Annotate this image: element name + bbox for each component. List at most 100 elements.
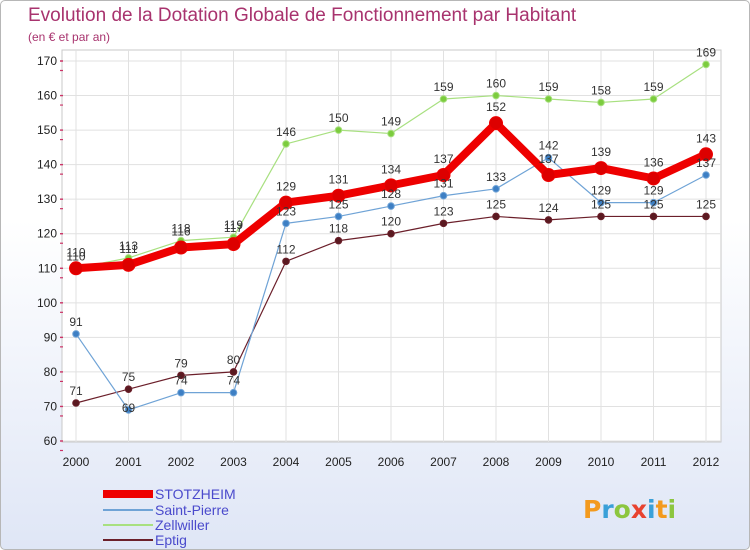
x-tick-label: 2002	[168, 455, 195, 469]
data-label: 159	[643, 80, 663, 94]
logo-letter: i	[668, 495, 677, 524]
data-label: 117	[224, 221, 243, 235]
data-point	[702, 171, 710, 179]
data-label: 143	[696, 131, 716, 145]
data-point	[72, 399, 80, 407]
data-label: 125	[591, 197, 611, 211]
data-point	[177, 388, 185, 397]
data-label: 110	[66, 249, 85, 263]
x-tick-label: 2009	[535, 455, 562, 469]
data-label: 133	[486, 170, 506, 184]
y-tick-label: 150	[37, 123, 57, 137]
data-label: 129	[276, 180, 296, 194]
data-point	[69, 261, 83, 276]
data-point	[229, 388, 238, 397]
data-label: 119	[224, 218, 243, 232]
logo-letter: r	[601, 495, 614, 524]
data-label: 111	[119, 242, 138, 256]
data-label: 125	[486, 197, 506, 211]
data-point	[174, 240, 188, 255]
x-tick-label: 2011	[641, 455, 667, 469]
data-point	[334, 212, 343, 221]
x-tick-label: 2000	[63, 455, 90, 469]
data-point	[649, 212, 658, 221]
data-label: 118	[171, 222, 190, 236]
logo-text: Proxiti	[583, 495, 676, 524]
data-label: 137	[433, 152, 453, 166]
data-point	[492, 185, 500, 193]
data-point	[439, 191, 448, 200]
y-tick-label: 100	[37, 296, 57, 310]
data-point	[331, 188, 346, 203]
data-point	[387, 229, 395, 238]
y-tick-label: 60	[44, 434, 58, 448]
legend-label: Saint-Pierre	[155, 502, 229, 518]
data-point	[702, 212, 710, 221]
data-label: 149	[381, 115, 401, 129]
data-point	[279, 195, 293, 210]
x-tick-label: 2012	[693, 455, 720, 469]
y-tick-label: 110	[38, 261, 57, 275]
y-tick-label: 170	[37, 54, 57, 68]
data-point	[649, 95, 658, 103]
x-tick-label: 2001	[115, 455, 142, 469]
data-point	[492, 212, 500, 221]
data-label: 158	[591, 83, 611, 97]
y-tick-label: 80	[44, 365, 58, 379]
logo-letter: i	[647, 495, 656, 524]
data-label: 131	[433, 177, 453, 191]
data-point	[282, 140, 290, 148]
data-point	[439, 219, 448, 228]
y-tick-label: 90	[44, 330, 58, 344]
data-label: 110	[66, 245, 85, 259]
data-label: 131	[328, 173, 348, 187]
data-point	[597, 98, 605, 107]
legend-label: STOTZHEIM	[155, 486, 236, 502]
data-label: 169	[696, 45, 716, 59]
data-point	[229, 368, 238, 376]
data-point	[544, 153, 553, 162]
data-point	[121, 257, 136, 272]
data-label: 124	[538, 201, 558, 215]
y-tick-label: 140	[37, 158, 57, 172]
data-point	[226, 237, 241, 252]
data-label: 113	[119, 239, 138, 253]
data-label: 112	[276, 242, 295, 256]
data-label: 74	[227, 374, 241, 388]
data-point	[541, 168, 556, 182]
data-label: 150	[328, 111, 348, 125]
x-tick-label: 2008	[483, 455, 510, 469]
data-point	[702, 60, 710, 69]
data-label: 159	[538, 80, 558, 94]
data-label: 125	[643, 197, 663, 211]
chart-title: Evolution de la Dotation Globale de Fonc…	[28, 5, 577, 26]
proxiti-logo: Proxiti	[583, 495, 676, 524]
data-label: 71	[69, 384, 83, 398]
logo-letter: t	[656, 495, 668, 524]
logo-letter: o	[614, 495, 631, 524]
data-point	[699, 147, 713, 162]
data-point	[384, 178, 398, 193]
data-label: 79	[174, 356, 188, 370]
data-point	[282, 257, 290, 266]
data-label: 74	[174, 374, 188, 388]
data-point	[177, 371, 185, 380]
data-label: 142	[538, 139, 558, 153]
logo-letter: x	[631, 495, 647, 524]
y-tick-label: 70	[44, 399, 58, 413]
data-point	[334, 126, 343, 134]
data-point	[489, 116, 503, 131]
data-label: 139	[591, 145, 611, 159]
data-point	[334, 236, 343, 245]
data-point	[72, 330, 80, 338]
data-label: 123	[276, 204, 296, 218]
data-label: 129	[591, 184, 611, 198]
y-tick-label: 160	[37, 89, 57, 103]
data-label: 125	[328, 197, 348, 211]
data-label: 125	[696, 197, 716, 211]
legend-label: Eptig	[155, 532, 187, 548]
x-tick-label: 2005	[325, 455, 352, 469]
data-point	[544, 216, 553, 224]
